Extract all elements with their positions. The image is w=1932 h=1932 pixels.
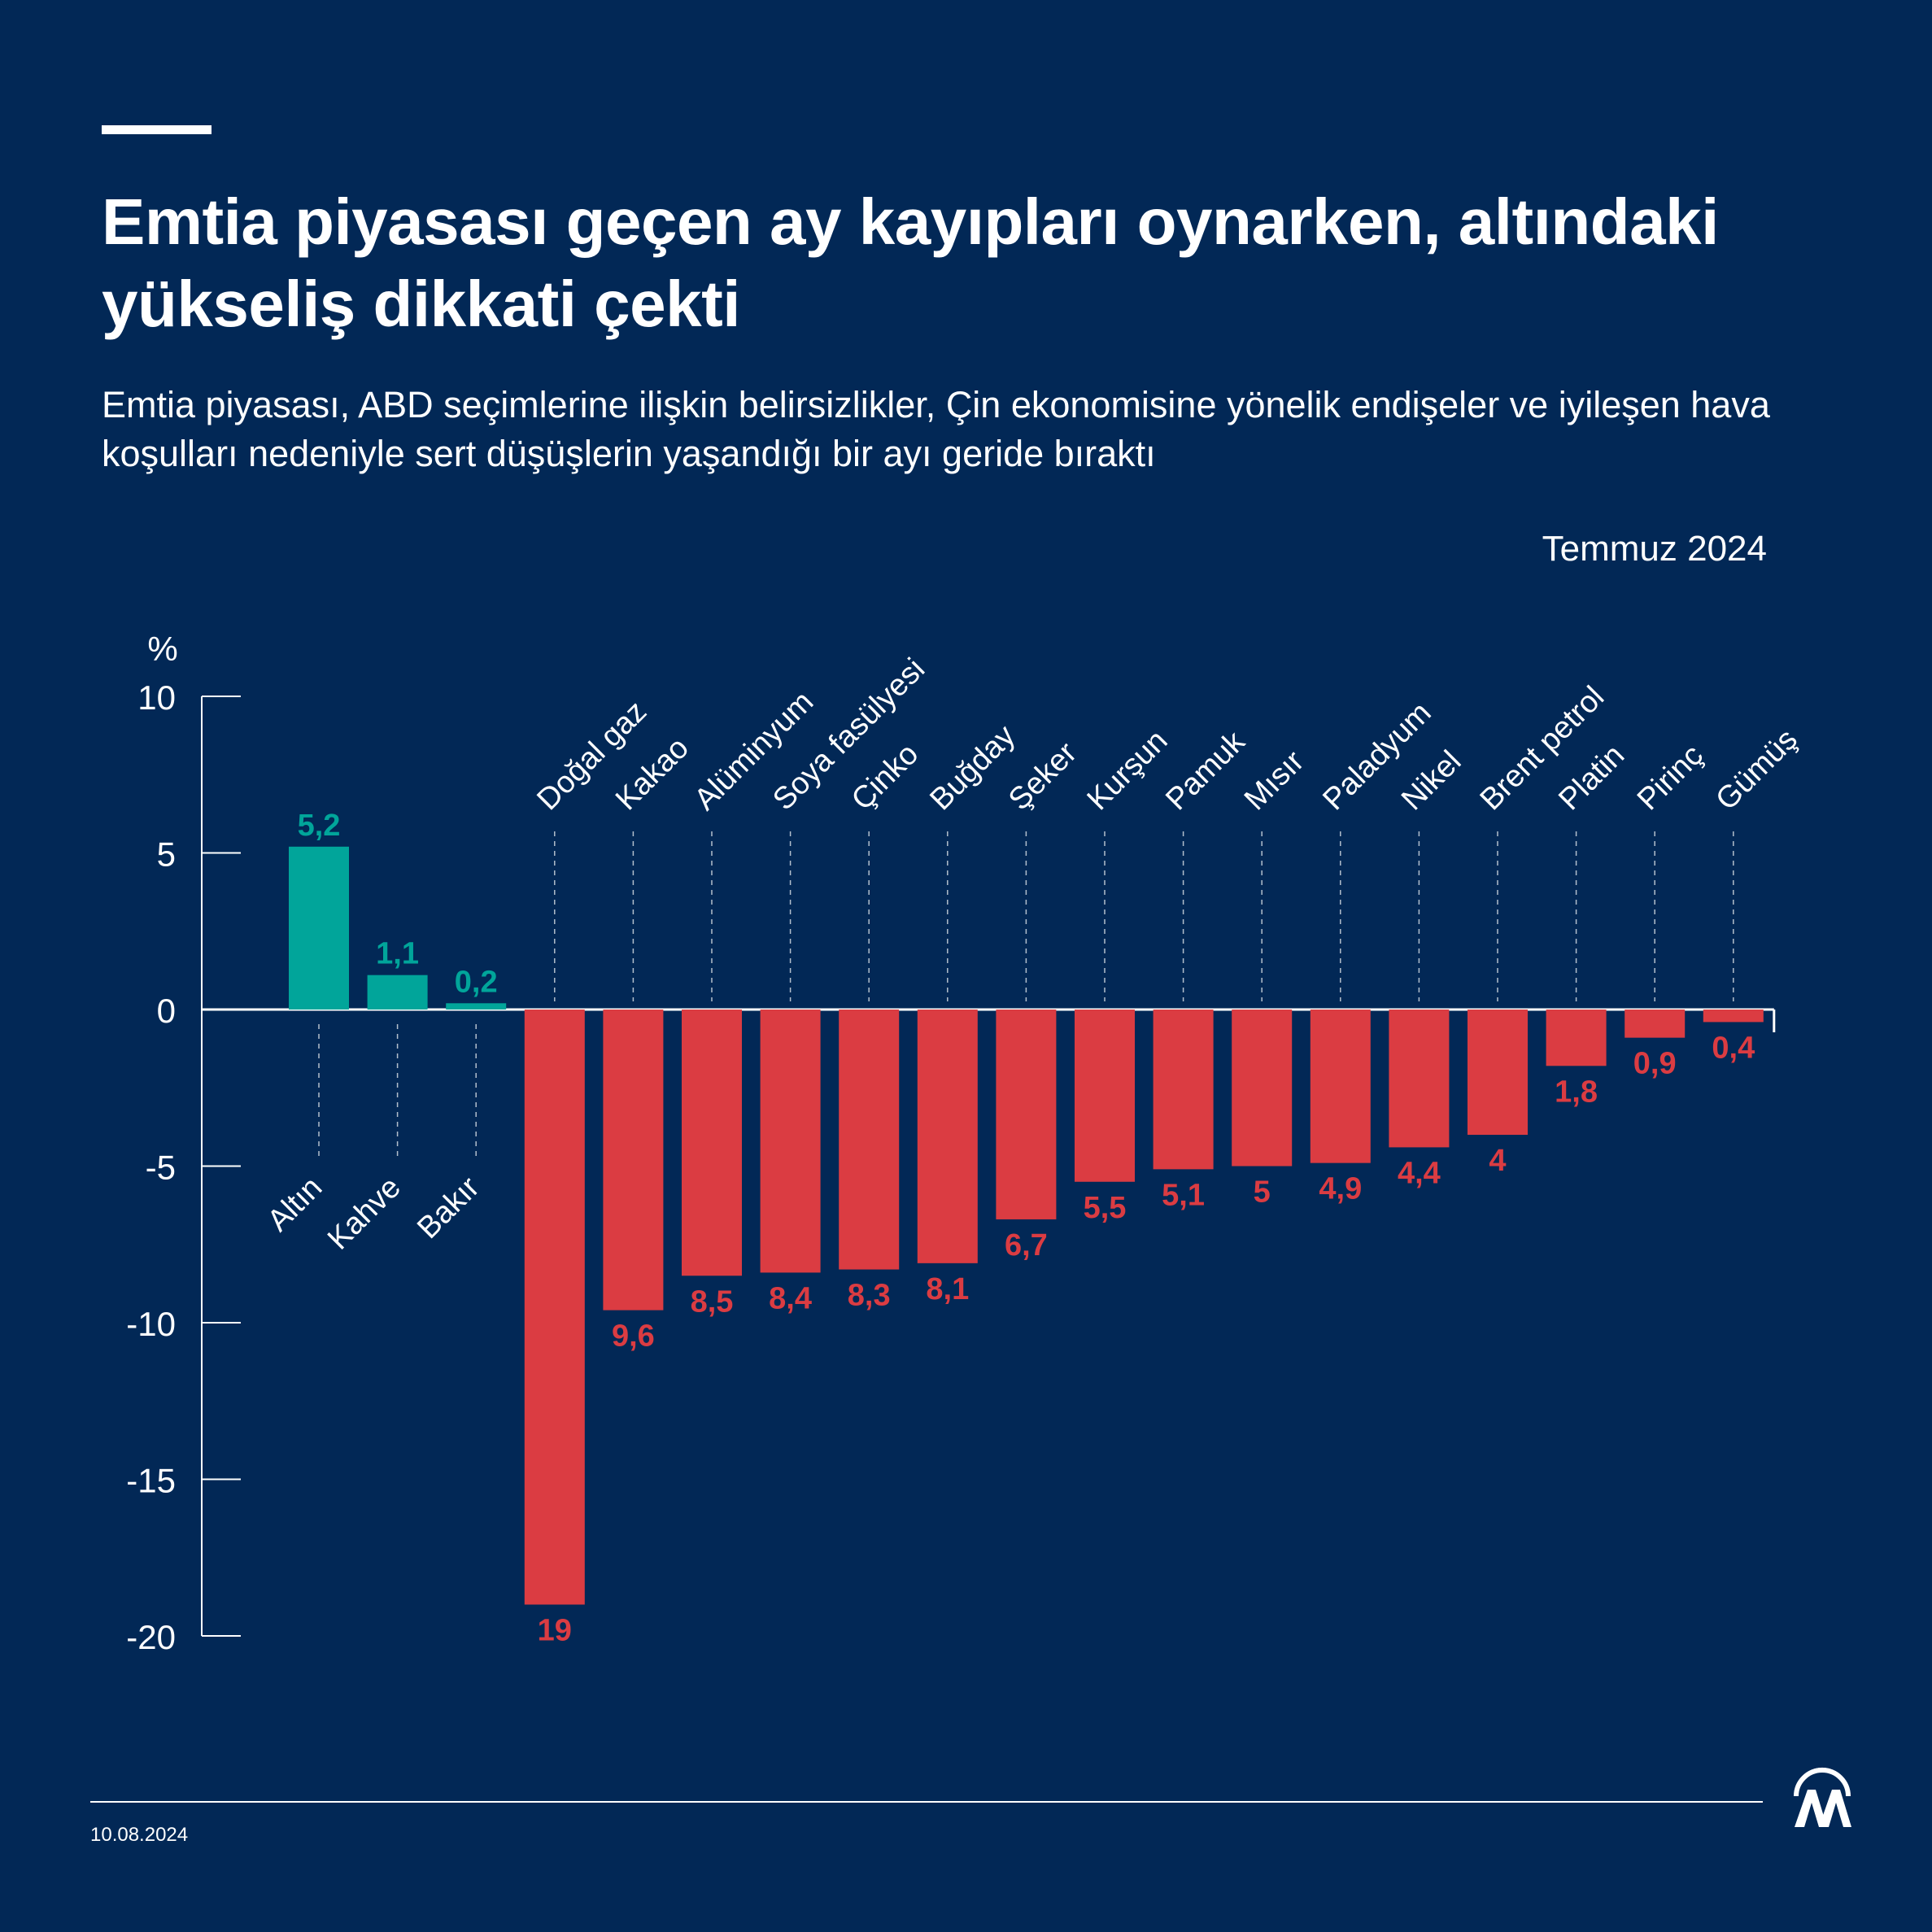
bar-17 [1546, 1010, 1607, 1066]
value-label: 9,6 [612, 1319, 655, 1354]
value-label: 5 [1254, 1175, 1271, 1210]
bar-16 [1468, 1010, 1528, 1135]
category-label: Kahve [321, 1171, 408, 1257]
category-label: Mısır [1238, 744, 1311, 818]
value-label: 0,9 [1633, 1047, 1677, 1081]
aa-logo-icon [1794, 1767, 1851, 1827]
value-label: 0,4 [1712, 1031, 1755, 1065]
bar-19 [1703, 1010, 1764, 1023]
value-label: 4,9 [1319, 1172, 1362, 1206]
y-tick-label: 0 [157, 992, 176, 1030]
page-subtitle: Emtia piyasası, ABD seçimlerine ilişkin … [102, 384, 1770, 474]
y-tick-label: -15 [126, 1462, 176, 1500]
bar-15 [1389, 1010, 1450, 1148]
category-label: Gümüş [1709, 722, 1803, 817]
bars [289, 846, 1764, 1605]
bar-11 [1075, 1010, 1135, 1182]
bar-4 [524, 1010, 585, 1605]
category-label: Nikel [1395, 744, 1468, 817]
category-label: Bakır [411, 1170, 486, 1245]
value-label: 8,3 [848, 1279, 891, 1313]
bar-9 [917, 1010, 978, 1263]
bar-10 [996, 1010, 1057, 1219]
y-tick-label: -10 [126, 1305, 176, 1343]
value-label: 6,7 [1005, 1228, 1048, 1263]
bar-18 [1625, 1010, 1686, 1038]
category-label: Buğday [923, 719, 1022, 818]
bar-1 [289, 846, 349, 1010]
accent-bar [102, 125, 212, 134]
publish-date: 10.08.2024 [90, 1824, 189, 1846]
value-label: 5,1 [1162, 1178, 1205, 1212]
y-tick-label: -20 [126, 1618, 176, 1656]
period-label: Temmuz 2024 [1542, 529, 1767, 569]
value-label: 8,1 [926, 1272, 969, 1306]
category-label: Pamuk [1159, 724, 1252, 817]
bar-2 [367, 975, 428, 1010]
bar-8 [839, 1010, 900, 1270]
y-tick-label: -5 [146, 1149, 176, 1187]
category-label: Pirinç [1631, 738, 1710, 817]
value-label: 19 [538, 1614, 572, 1648]
category-label: Altın [261, 1171, 329, 1238]
y-tick-label: 5 [157, 835, 176, 874]
value-label: 4 [1489, 1144, 1506, 1178]
y-axis-unit: % [147, 630, 177, 668]
value-label: 1,1 [376, 937, 419, 971]
bar-7 [760, 1010, 821, 1273]
bar-13 [1232, 1010, 1293, 1167]
value-label: 8,4 [769, 1281, 812, 1315]
value-label: 1,8 [1555, 1075, 1598, 1109]
value-label: 8,5 [691, 1284, 734, 1319]
value-label: 0,2 [455, 965, 498, 999]
bar-14 [1310, 1010, 1371, 1163]
bar-12 [1153, 1010, 1214, 1170]
bar-6 [682, 1010, 742, 1276]
value-label: 4,4 [1398, 1156, 1441, 1190]
bar-5 [603, 1010, 664, 1311]
bar-3 [446, 1003, 507, 1010]
y-tick-label: 10 [137, 678, 176, 717]
value-label: 5,5 [1084, 1191, 1127, 1225]
page-title: Emtia piyasası geçen ay kayıpları oynark… [102, 185, 1719, 340]
value-label: 5,2 [298, 809, 341, 843]
footer-divider [90, 1801, 1763, 1803]
category-label: Kurşun [1081, 724, 1175, 818]
